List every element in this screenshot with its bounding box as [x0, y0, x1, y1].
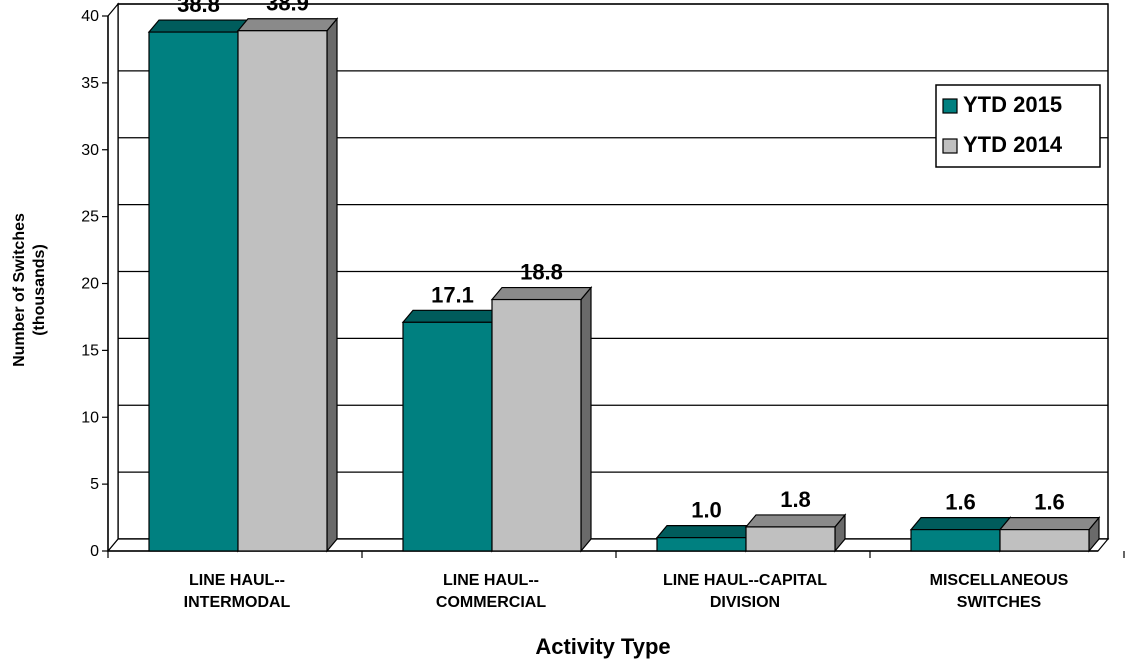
x-category-label: LINE HAUL--CAPITAL [663, 572, 827, 589]
legend-box [935, 84, 1101, 168]
data-label: 1.6 [945, 490, 976, 515]
data-label: 1.0 [691, 498, 722, 523]
x-category-label: INTERMODAL [184, 594, 291, 611]
side-wall [107, 2, 119, 553]
y-tick-label: 10 [81, 409, 99, 426]
x-axis-title: Activity Type [535, 634, 670, 659]
bar [147, 18, 250, 553]
y-tick-label: 40 [81, 8, 99, 25]
data-label: 1.6 [1034, 490, 1065, 515]
bars [147, 17, 1101, 553]
y-tick-label: 15 [81, 342, 99, 359]
bar [909, 515, 1012, 553]
y-axis-title-line: Number of Switches [11, 213, 28, 367]
legend-swatch [942, 138, 958, 154]
y-axis-title-line: (thousands) [31, 244, 48, 336]
y-tick-label: 35 [81, 75, 99, 92]
data-label: 38.9 [266, 0, 309, 16]
legend-swatch [942, 98, 958, 114]
legend-label: YTD 2015 [963, 92, 1062, 117]
bar [401, 308, 504, 553]
data-label: 18.8 [520, 260, 563, 285]
data-label: 38.8 [177, 0, 220, 17]
bar [998, 515, 1101, 553]
y-tick-label: 20 [81, 276, 99, 293]
bar [490, 285, 593, 553]
bar [655, 523, 758, 553]
data-label: 17.1 [431, 282, 474, 307]
y-tick-labels: 0 5 10 15 20 25 30 35 40 [81, 8, 99, 560]
y-tick-label: 30 [81, 142, 99, 159]
x-category-label: MISCELLANEOUS [930, 572, 1069, 589]
axes [102, 2, 1125, 558]
x-category-labels: LINE HAUL-- INTERMODAL LINE HAUL-- COMMERCI… [184, 572, 1069, 611]
x-category-label: SWITCHES [957, 594, 1042, 611]
data-labels: 38.8 38.9 17.1 18.8 1.0 1.8 1.6 1.6 [177, 0, 1065, 523]
x-category-label: LINE HAUL-- [189, 572, 285, 589]
data-label: 1.8 [780, 487, 811, 512]
bar [236, 17, 339, 553]
legend: YTD 2015 YTD 2014 [935, 84, 1101, 168]
y-tick-label: 5 [90, 476, 99, 493]
y-tick-label: 25 [81, 209, 99, 226]
x-category-label: LINE HAUL-- [443, 572, 539, 589]
bar [744, 513, 847, 553]
x-category-label: DIVISION [710, 594, 780, 611]
x-category-label: COMMERCIAL [436, 594, 546, 611]
legend-label: YTD 2014 [963, 132, 1063, 157]
y-tick-label: 0 [90, 543, 99, 560]
y-axis-title: Number of Switches (thousands) [11, 213, 48, 367]
